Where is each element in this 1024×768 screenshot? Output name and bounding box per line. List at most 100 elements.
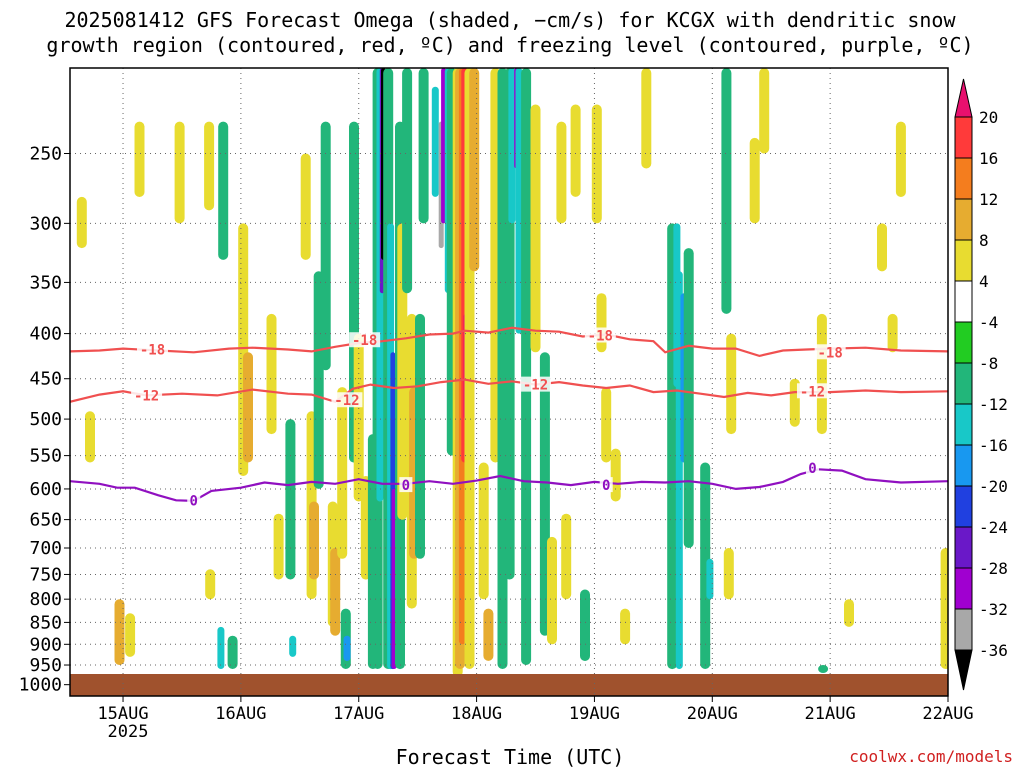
omega-band-71 [561, 513, 572, 600]
omega-band-90 [749, 137, 760, 224]
x-axis: 15AUG 16AUG 17AUG 18AUG 19AUG 20AUG 21AUG 22AUG [97, 696, 974, 724]
plot-frame [69, 67, 949, 697]
contour-label-0-1: -18 [352, 333, 377, 349]
omega-band-59 [483, 608, 494, 661]
omega-band-40 [397, 223, 408, 520]
omega-band-41 [402, 68, 413, 294]
omega-band-66 [521, 68, 532, 665]
x-tick-label-2: 17AUG [333, 704, 384, 724]
y-tick-label-12: 850 [29, 612, 62, 633]
omega-band-23 [330, 548, 341, 636]
omega-band-86 [706, 558, 714, 600]
y-tick-label-10: 750 [29, 564, 62, 585]
colorbar-swatch-3 [954, 239, 973, 282]
omega-band-21 [320, 121, 331, 371]
chart-title-line1: 2025081412 GFS Forecast Omega (shaded, −… [64, 8, 956, 32]
y-tick-label-11: 800 [29, 589, 62, 610]
omega-band-65 [515, 68, 523, 334]
omega-band-87 [721, 68, 732, 314]
colorbar-label-11: -28 [979, 559, 1008, 578]
colorbar-swatch-9 [954, 485, 973, 528]
x-tick-label-3: 18AUG [451, 704, 502, 724]
omega-band-99 [940, 548, 948, 669]
omega-band-24 [337, 387, 348, 559]
x-axis-label: Forecast Time (UTC) [396, 745, 625, 768]
omega-band-12 [243, 352, 253, 463]
colorbar-swatch-4 [954, 280, 973, 323]
contour-label-bg-2-1 [399, 477, 413, 493]
omega-band-7 [218, 121, 229, 260]
omega-band-45 [418, 68, 429, 224]
colorbar-swatch-8 [954, 444, 973, 487]
colorbar-label-12: -32 [979, 600, 1008, 619]
colorbar-swatch-12 [954, 608, 973, 651]
y-tick-label-0: 250 [29, 143, 62, 164]
chart-title-line2: growth region (contoured, red, ºC) and f… [46, 33, 973, 57]
colorbar-swatch-10 [954, 526, 973, 569]
omega-band-84 [683, 248, 694, 548]
contour-label-bg-0-0 [136, 341, 168, 357]
contour-label-1-1: -12 [334, 393, 359, 409]
contour-label-1-2: -12 [523, 378, 548, 394]
y-axis: 2503003504004505005506006507007508008509… [19, 143, 70, 696]
contour-label-0-3: -18 [817, 345, 842, 361]
y-tick-label-14: 950 [29, 655, 62, 676]
omega-band-76 [601, 387, 612, 463]
omega-band-2 [76, 196, 87, 249]
contour-label-bg-1-0 [131, 387, 163, 403]
omega-band-63 [508, 68, 516, 224]
contour-label-2-1: 0 [402, 478, 410, 494]
x-tick-label-0: 15AUG [97, 704, 148, 724]
y-tick-label-1: 300 [29, 213, 62, 234]
x-tick-label-4: 19AUG [569, 704, 620, 724]
omega-band-85 [700, 462, 711, 669]
omega-band-15 [285, 419, 296, 580]
omega-band-93 [816, 313, 827, 435]
colorbar-label-1: 16 [979, 149, 998, 168]
x-tick-label-1: 16AUG [215, 704, 266, 724]
omega-band-5 [174, 121, 185, 224]
contour-label-bg-2-2 [599, 477, 613, 493]
omega-band-44 [415, 313, 425, 559]
colorbar-label-3: 8 [979, 231, 989, 250]
omega-band-72 [570, 104, 581, 197]
omega-band-57 [469, 68, 480, 272]
y-tick-label-6: 550 [29, 446, 62, 467]
contour-label-bg-1-3 [796, 383, 828, 399]
y-tick-label-5: 500 [29, 409, 62, 430]
contour-line-0 [70, 326, 948, 358]
omega-band-6 [204, 121, 215, 211]
omega-band-8 [217, 626, 225, 669]
contour-label-0-0: -18 [140, 343, 165, 359]
credit-label: coolwx.com/models [849, 747, 1013, 766]
contour-label-1-3: -12 [800, 384, 825, 400]
y-tick-label-8: 650 [29, 510, 62, 531]
y-tick-label-13: 900 [29, 634, 62, 655]
y-tick-label-9: 700 [29, 538, 62, 559]
omega-band-88 [726, 333, 737, 435]
contour-line-1 [70, 378, 948, 404]
colorbar-swatch-6 [954, 362, 973, 405]
colorbar-swatch-5 [954, 321, 973, 364]
y-tick-label-3: 400 [29, 324, 62, 345]
omega-band-74 [591, 104, 602, 224]
contour-label-bg-0-2 [584, 327, 616, 343]
contour-label-1-0: -12 [134, 388, 159, 404]
omega-band-9 [227, 635, 238, 669]
colorbar-label-0: 20 [979, 108, 998, 127]
contour-label-bg-0-1 [349, 332, 381, 348]
omega-band-14 [273, 513, 284, 580]
omega-band-77 [610, 448, 621, 502]
contour-label-2-0: 0 [190, 493, 198, 509]
x-year-label: 2025 [108, 722, 149, 742]
omega-band-89 [723, 548, 734, 600]
colorbar-swatch-1 [954, 157, 973, 200]
colorbar-label-5: -4 [979, 313, 998, 332]
colorbar-label-2: 12 [979, 190, 998, 209]
x-tick-label-5: 20AUG [687, 704, 738, 724]
omega-band-19 [309, 501, 319, 580]
omega-band-94 [818, 665, 829, 673]
omega-band-96 [877, 223, 887, 272]
omega-band-16 [289, 635, 297, 657]
